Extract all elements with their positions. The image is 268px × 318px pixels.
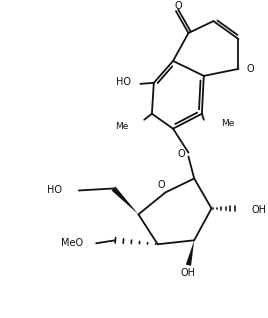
Text: HO: HO <box>116 77 131 87</box>
Text: O: O <box>246 64 254 74</box>
Text: O: O <box>158 181 165 190</box>
Text: OH: OH <box>252 205 267 215</box>
Text: O: O <box>174 1 182 11</box>
Text: Me: Me <box>221 119 234 128</box>
Text: O: O <box>178 149 185 159</box>
Text: HO: HO <box>47 185 62 196</box>
Polygon shape <box>111 186 139 214</box>
Text: OH: OH <box>181 268 196 278</box>
Text: Me: Me <box>116 122 129 131</box>
Polygon shape <box>186 240 194 266</box>
Text: MeO: MeO <box>61 238 83 248</box>
